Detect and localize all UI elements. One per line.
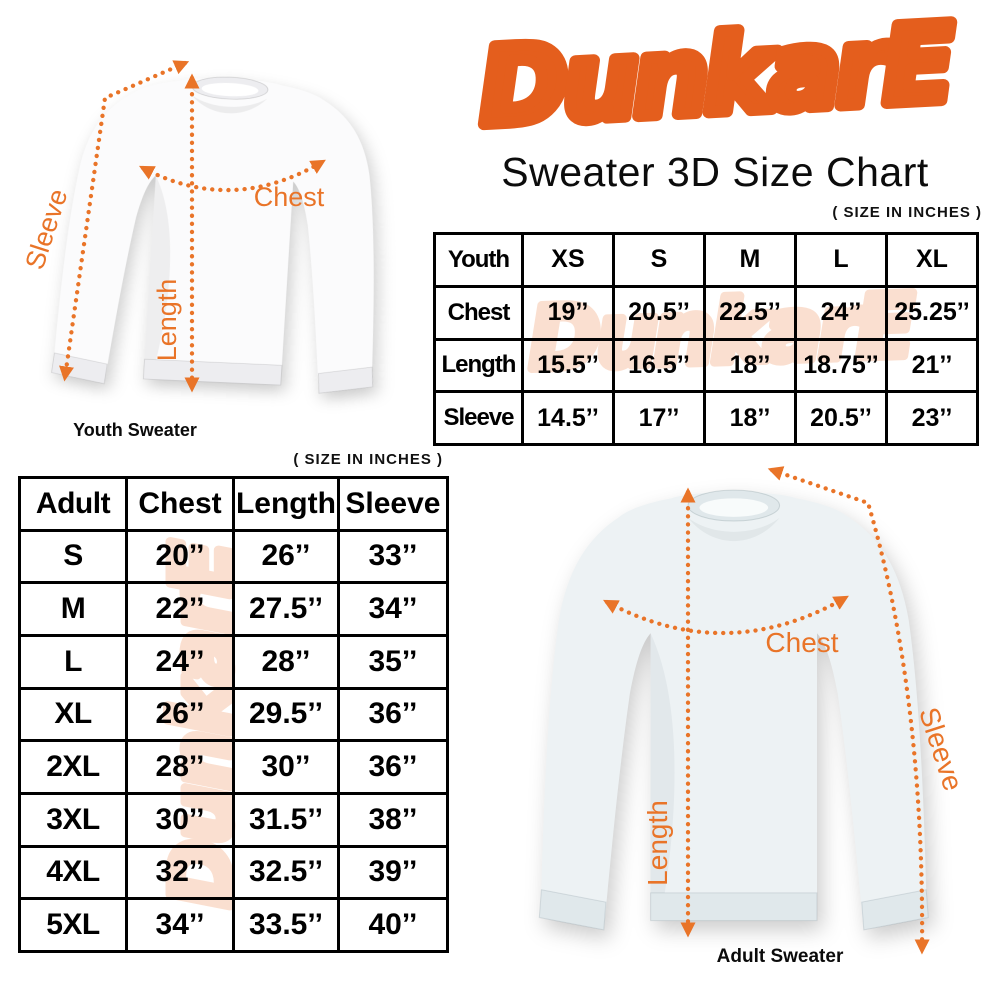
table-cell: 2XL: [18, 739, 128, 795]
table-row: Youth XS S M L XL: [433, 232, 980, 288]
table-row: 5XL 34’’ 33.5’’ 40’’: [18, 897, 450, 953]
table-cell: 25.25’’: [884, 284, 980, 341]
table-cell: 5XL: [18, 897, 128, 953]
adult-size-table-section: DunkarE Adult Chest Length Sleeve S 20’’ 26’’ 3…: [18, 476, 450, 953]
table-cell: Chest: [125, 476, 235, 532]
youth-size-table: Youth XS S M L XL Chest 19’’ 20.5’’ 22.5’’ 24’’ 25.…: [433, 232, 980, 446]
table-cell: 30’’: [232, 739, 340, 795]
table-cell: 3XL: [18, 791, 128, 848]
table-cell: 38’’: [336, 791, 450, 848]
table-row: XL 26’’ 29.5’’ 36’’: [18, 686, 450, 743]
youth-chest-arrow: [139, 159, 326, 193]
table-cell: 24’’: [125, 633, 235, 690]
youth-sweater-illustration: Chest Length Sleeve: [19, 60, 392, 396]
table-cell: 23’’: [884, 390, 980, 446]
table-cell: 18’’: [702, 337, 797, 394]
table-cell: 18.75’’: [793, 337, 888, 394]
table-cell: Sleeve: [433, 390, 524, 446]
youth-chest-label: Chest: [254, 182, 325, 212]
table-cell: Sleeve: [336, 476, 450, 532]
table-row: 2XL 28’’ 30’’ 36’’: [18, 739, 450, 795]
table-cell: 15.5’’: [520, 337, 615, 394]
table-cell: Adult: [18, 476, 128, 532]
table-cell: 32.5’’: [232, 844, 340, 901]
table-cell: L: [18, 633, 128, 690]
table-row: L 24’’ 28’’ 35’’: [18, 633, 450, 690]
table-cell: 36’’: [336, 739, 450, 795]
adult-size-units-note: ( SIZE IN INCHES ): [293, 451, 443, 468]
table-row: 4XL 32’’ 32.5’’ 39’’: [18, 844, 450, 901]
table-cell: 34’’: [125, 897, 235, 953]
table-row: S 20’’ 26’’ 33’’: [18, 528, 450, 585]
adult-sleeve-arrow: [767, 466, 930, 955]
table-cell: 26’’: [232, 528, 340, 585]
table-cell: 22’’: [125, 581, 235, 637]
table-cell: 4XL: [18, 844, 128, 901]
table-row: Sleeve 14.5’’ 17’’ 18’’ 20.5’’ 23’’: [433, 390, 980, 446]
table-cell: M: [702, 232, 797, 288]
adult-length-label: Length: [642, 800, 673, 886]
table-cell: 31.5’’: [232, 791, 340, 848]
adult-sweater-illustration: Chest Length Sleeve: [539, 466, 969, 955]
youth-length-label: Length: [152, 279, 182, 362]
table-cell: 34’’: [336, 581, 450, 637]
table-cell: 40’’: [336, 897, 450, 953]
adult-sweater-caption: Adult Sweater: [716, 946, 844, 967]
adult-chest-label: Chest: [765, 627, 838, 658]
table-cell: 24’’: [793, 284, 888, 341]
table-cell: 30’’: [125, 791, 235, 848]
table-cell: 32’’: [125, 844, 235, 901]
table-cell: 14.5’’: [520, 390, 615, 446]
youth-size-table-section: DunkarE Youth XS S M L XL Chest 19’’ 20.5’’ 22.5’…: [433, 232, 980, 446]
table-cell: 28’’: [125, 739, 235, 795]
table-cell: 28’’: [232, 633, 340, 690]
table-cell: 35’’: [336, 633, 450, 690]
table-cell: 22.5’’: [702, 284, 797, 341]
brand-header: DunkarE Sweater 3D Size Chart: [430, 0, 1000, 196]
table-cell: 20.5’’: [793, 390, 888, 446]
youth-size-units-note: ( SIZE IN INCHES ): [832, 204, 982, 221]
table-cell: Length: [433, 337, 524, 394]
youth-sweater-caption: Youth Sweater: [73, 420, 197, 440]
table-cell: S: [18, 528, 128, 585]
table-cell: Youth: [433, 232, 524, 288]
table-cell: 27.5’’: [232, 581, 340, 637]
table-cell: 16.5’’: [611, 337, 706, 394]
table-cell: 19’’: [520, 284, 615, 341]
table-cell: 33.5’’: [232, 897, 340, 953]
table-cell: 21’’: [884, 337, 980, 394]
table-cell: XS: [520, 232, 615, 288]
table-row: Adult Chest Length Sleeve: [18, 476, 450, 532]
table-cell: 17’’: [611, 390, 706, 446]
table-cell: M: [18, 581, 128, 637]
adult-size-table: Adult Chest Length Sleeve S 20’’ 26’’ 33’’ M 22’’…: [18, 476, 450, 953]
brand-logo-text: DunkarE: [477, 2, 958, 150]
table-row: M 22’’ 27.5’’ 34’’: [18, 581, 450, 637]
table-cell: 36’’: [336, 686, 450, 743]
brand-logo: DunkarE: [471, 0, 964, 155]
table-cell: 29.5’’: [232, 686, 340, 743]
table-cell: Chest: [433, 284, 524, 341]
table-row: Length 15.5’’ 16.5’’ 18’’ 18.75’’ 21’’: [433, 337, 980, 394]
table-cell: 18’’: [702, 390, 797, 446]
table-cell: 33’’: [336, 528, 450, 585]
adult-chest-arrow: [603, 595, 849, 636]
youth-sleeve-arrow: [59, 60, 190, 382]
table-cell: L: [793, 232, 888, 288]
table-cell: S: [611, 232, 706, 288]
table-row: 3XL 30’’ 31.5’’ 38’’: [18, 791, 450, 848]
table-row: Chest 19’’ 20.5’’ 22.5’’ 24’’ 25.25’’: [433, 284, 980, 341]
table-cell: XL: [884, 232, 980, 288]
page-title: Sweater 3D Size Chart: [501, 149, 929, 195]
table-cell: 26’’: [125, 686, 235, 743]
table-cell: 20’’: [125, 528, 235, 585]
table-cell: Length: [232, 476, 340, 532]
table-cell: XL: [18, 686, 128, 743]
table-cell: 20.5’’: [611, 284, 706, 341]
table-cell: 39’’: [336, 844, 450, 901]
